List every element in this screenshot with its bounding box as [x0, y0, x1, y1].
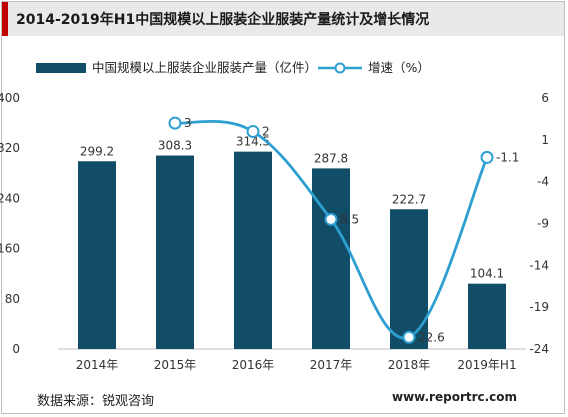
x-tick-label: 2018年 [388, 358, 431, 372]
growth-marker [168, 116, 182, 130]
bar [312, 168, 350, 349]
x-tick-label: 2015年 [154, 358, 197, 372]
growth-data-labels: 3 2 8.5 22.6 -1.1 [184, 116, 519, 344]
bar [156, 155, 194, 349]
bar-series [78, 151, 506, 349]
bar-value-label: 104.1 [470, 267, 504, 281]
legend-swatch-bar [36, 63, 86, 73]
bar [390, 209, 428, 349]
left-tick-label: 400 [0, 91, 20, 105]
growth-value-label: 22.6 [418, 330, 445, 344]
bar-value-label: 222.7 [392, 192, 426, 206]
x-tick-label: 2019年H1 [457, 358, 516, 372]
legend-label-line: 增速（%） [368, 60, 430, 75]
left-tick-label: 80 [5, 292, 20, 306]
title-accent [2, 2, 8, 36]
bar-value-label: 287.8 [314, 151, 348, 165]
right-tick-label: -24 [529, 342, 549, 356]
x-tick-label: 2016年 [232, 358, 275, 372]
right-axis: -24 -19 -14 -9 -4 1 6 [529, 91, 549, 356]
right-tick-label: -4 [537, 175, 549, 189]
x-tick-label: 2014年 [76, 358, 119, 372]
legend-label-bar: 中国规模以上服装企业服装产量（亿件） [92, 60, 317, 75]
watermark: www.reportrc.com [392, 390, 518, 404]
x-axis: 2014年 2015年 2016年 2017年 2018年 2019年H1 [76, 358, 517, 372]
legend: 中国规模以上服装企业服装产量（亿件） 增速（%） [36, 60, 430, 75]
growth-value-label: 3 [184, 116, 192, 130]
title-bar [2, 2, 564, 36]
bar-value-label: 308.3 [158, 139, 192, 153]
growth-value-label: -1.1 [496, 150, 519, 164]
bar [234, 151, 272, 349]
left-tick-label: 160 [0, 242, 20, 256]
growth-value-label: 8.5 [340, 212, 359, 226]
right-tick-label: -19 [529, 300, 549, 314]
chart-title: 2014-2019年H1中国规模以上服装企业服装产量统计及增长情况 [16, 12, 430, 28]
growth-markers [168, 116, 494, 344]
left-tick-label: 240 [0, 191, 20, 205]
growth-value-label: 2 [262, 124, 270, 138]
right-tick-label: -9 [537, 217, 549, 231]
left-tick-label: 320 [0, 141, 20, 155]
right-tick-label: 1 [541, 133, 549, 147]
growth-marker [402, 330, 416, 344]
growth-line [174, 119, 489, 340]
source-note: 数据来源：锐观咨询 [37, 394, 155, 409]
growth-marker [324, 212, 338, 226]
legend-swatch-marker [334, 62, 346, 74]
right-tick-label: -14 [529, 258, 549, 272]
x-tick-label: 2017年 [310, 358, 353, 372]
bar [468, 283, 506, 349]
left-axis: 0 80 160 240 320 400 [0, 91, 20, 356]
bar [78, 161, 116, 349]
right-tick-label: 6 [541, 91, 549, 105]
growth-marker [246, 124, 260, 138]
bar-value-label: 299.2 [80, 144, 114, 158]
left-tick-label: 0 [12, 342, 20, 356]
growth-marker [480, 150, 494, 164]
